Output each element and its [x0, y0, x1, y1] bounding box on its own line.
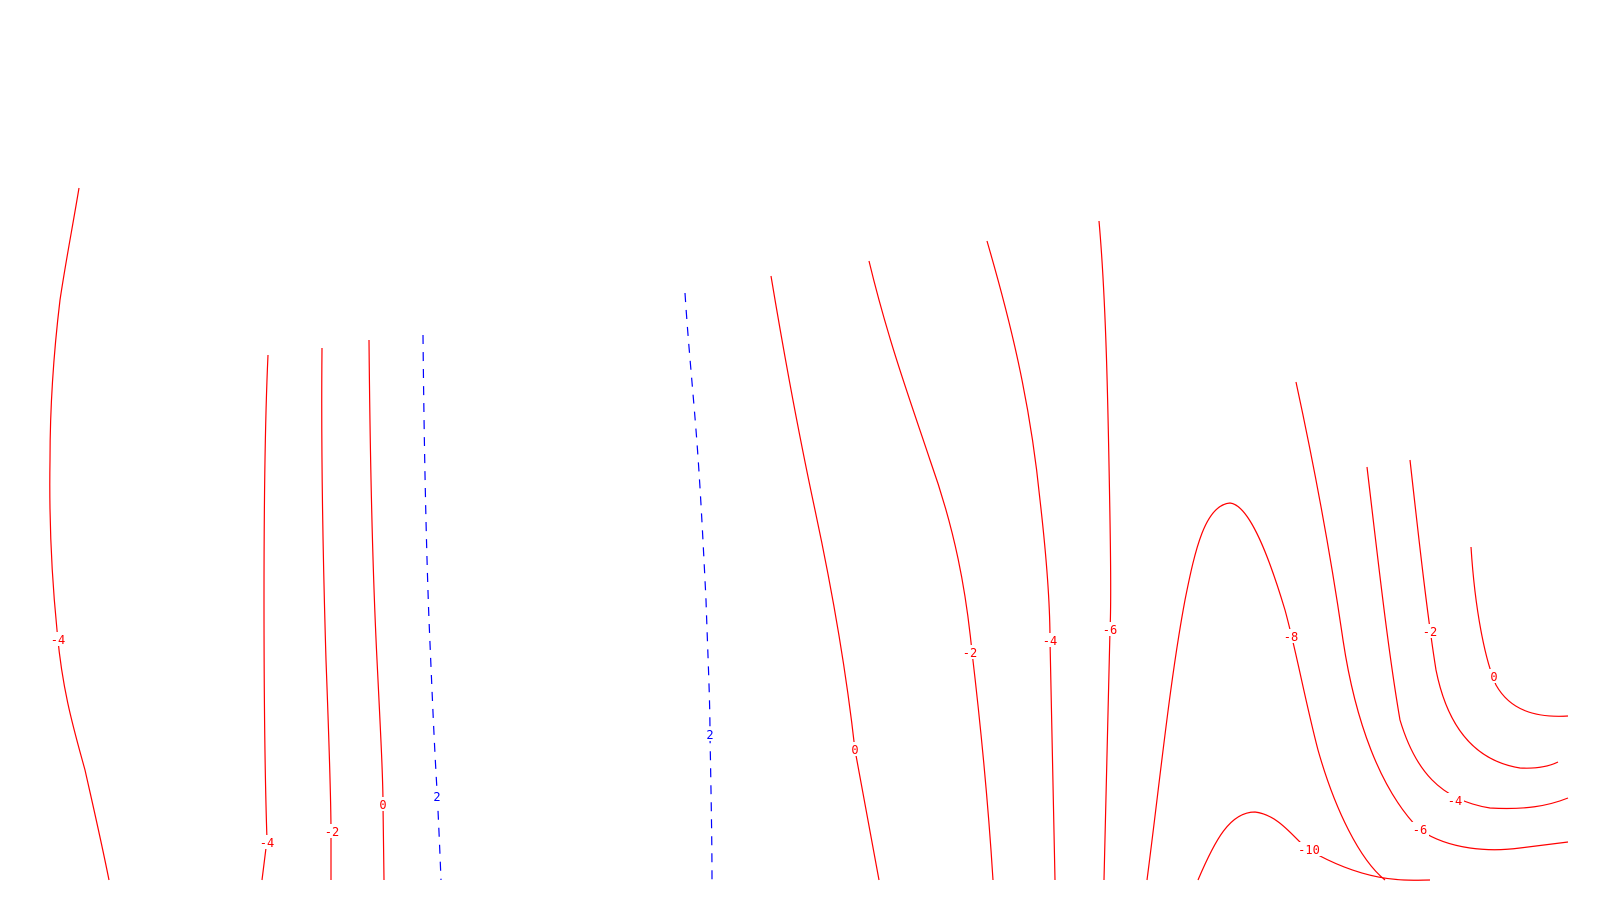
contour-label-bg-14	[1446, 793, 1464, 807]
contour-label-bg-1	[258, 835, 276, 849]
contour-label-8: -4	[1043, 634, 1057, 648]
contour-line-12-level--6	[1295, 381, 1569, 851]
contour-label-bg-10	[1282, 629, 1300, 643]
contour-label-13: 0	[1490, 670, 1497, 684]
contour-label-bg-6	[849, 742, 861, 756]
contour-label-9: -6	[1103, 623, 1117, 637]
contour-line-1-level--4	[261, 354, 269, 881]
contour-label-bg-7	[961, 645, 979, 659]
contour-label-14: -4	[1448, 794, 1462, 808]
contour-label-4: 2	[433, 790, 440, 804]
contour-label-bg-8	[1041, 633, 1059, 647]
contour-label-bg-3	[377, 797, 389, 811]
contour-line-15-level-0	[1470, 546, 1569, 717]
contour-label-5: 2	[706, 728, 713, 742]
contour-label-bg-5	[704, 727, 716, 741]
contour-label-15: -6	[1413, 823, 1427, 837]
contour-line-10-level--8	[1146, 502, 1386, 881]
contour-labels: -4 -4 -2 0 2 2 0 -2 -4 -6 -8 -10 -2 0 -4 -6	[49, 622, 1500, 857]
contour-label-bg-9	[1101, 622, 1119, 636]
contour-label-12: -2	[1423, 625, 1437, 639]
contour-label-bg-11	[1296, 842, 1322, 856]
contour-label-bg-15	[1411, 822, 1429, 836]
contour-label-6: 0	[851, 743, 858, 757]
contour-lines	[49, 187, 1569, 881]
contour-label-bg-2	[323, 824, 341, 838]
contour-label-1: -4	[260, 836, 274, 850]
contour-label-0: -4	[51, 633, 65, 647]
contour-line-4-level-2	[422, 334, 442, 881]
contour-label-bg-4	[431, 789, 443, 803]
contour-label-bg-0	[49, 632, 67, 646]
contour-line-8-level--4	[986, 240, 1056, 881]
contour-label-7: -2	[963, 646, 977, 660]
contour-line-9-level--6	[1098, 220, 1112, 881]
contour-line-14-level--2	[1409, 459, 1559, 769]
contour-line-13-level--4	[1366, 466, 1569, 810]
contour-line-3-level-0	[368, 339, 385, 881]
contour-label-11: -10	[1298, 843, 1320, 857]
contour-label-10: -8	[1284, 630, 1298, 644]
contour-label-3: 0	[379, 798, 386, 812]
contour-label-bg-13	[1488, 669, 1500, 683]
contour-line-6-level-0	[770, 275, 880, 881]
contour-line-2-level--2	[321, 347, 332, 880]
contour-line-7-level--2	[868, 260, 994, 881]
contour-line-0-level--4	[49, 187, 110, 881]
contour-line-5-level-2	[684, 292, 713, 881]
contour-line-11-level--10	[1197, 811, 1431, 881]
contour-label-bg-12	[1421, 624, 1439, 638]
contour-label-2: -2	[325, 825, 339, 839]
